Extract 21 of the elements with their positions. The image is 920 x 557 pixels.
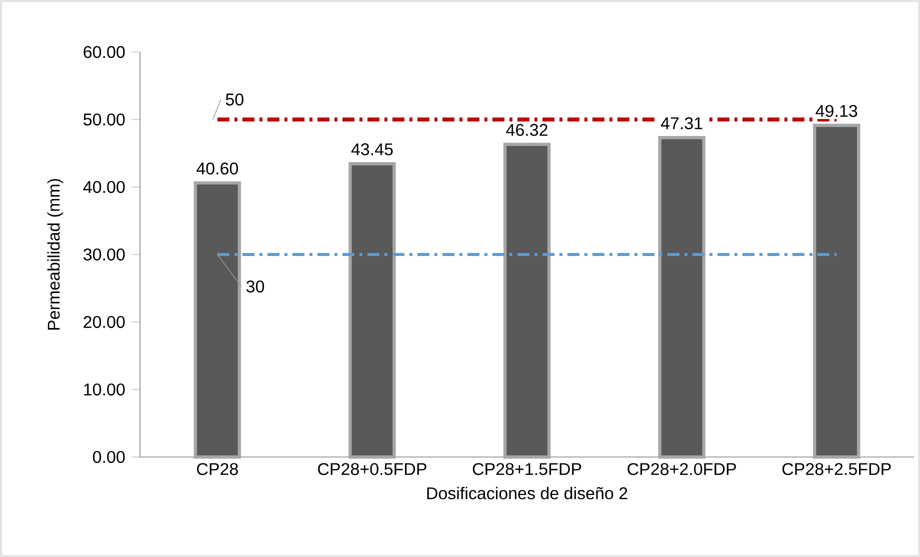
x-tick-label: CP28+1.5FDP [472, 463, 582, 476]
ref-line-label: 50 [226, 93, 244, 106]
data-label: 47.31 [660, 117, 702, 130]
x-tick-label: CP28+0.5FDP [318, 463, 426, 476]
data-label: 43.45 [351, 143, 393, 156]
data-label: 40.60 [196, 162, 238, 175]
y-tick-label: 60.00 [84, 46, 125, 58]
y-tick-label: 10.00 [84, 383, 125, 396]
data-label: 49.13 [816, 104, 858, 117]
y-tick-label: 30.00 [84, 248, 125, 261]
y-tick-label: 20.00 [84, 316, 125, 328]
ref-line-label: 30 [246, 280, 264, 293]
x-axis-title: Dosificaciones de diseño 2 [427, 486, 628, 500]
y-tick-label: 50.00 [84, 113, 125, 126]
x-tick-label: CP28+2.0FDP [628, 463, 736, 476]
y-axis-title: Permeabilidad (mm) [47, 179, 64, 330]
x-tick-label: CP28 [197, 463, 238, 476]
x-tick-label: CP28+2.5FDP [782, 463, 891, 476]
y-tick-label: 0.00 [92, 450, 125, 464]
y-tick-label: 40.00 [83, 180, 125, 194]
data-label: 46.32 [506, 124, 548, 136]
